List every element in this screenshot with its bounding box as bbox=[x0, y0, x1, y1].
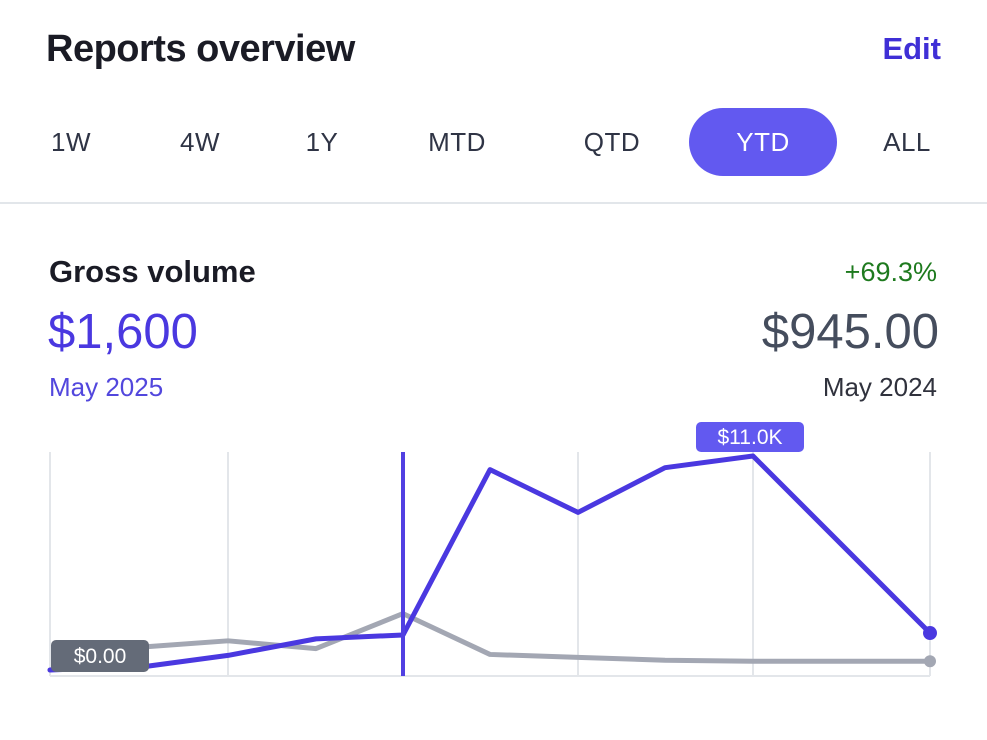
current-period-endpoint bbox=[923, 626, 937, 641]
page-title: Reports overview bbox=[46, 28, 355, 70]
min-value-label: $0.00 bbox=[74, 645, 127, 668]
tab-mtd[interactable]: MTD bbox=[428, 127, 486, 157]
date-range-tabs: 1W 4W 1Y MTD QTD YTD ALL bbox=[0, 108, 987, 176]
min-value-badge bbox=[51, 640, 149, 672]
tab-all[interactable]: ALL bbox=[883, 127, 931, 157]
tab-4w[interactable]: 4W bbox=[180, 127, 220, 157]
current-period: May 2025 bbox=[49, 372, 164, 402]
tab-1w[interactable]: 1W bbox=[51, 127, 91, 157]
current-period-line bbox=[47, 453, 933, 673]
previous-period: May 2024 bbox=[822, 372, 937, 402]
previous-value: $945.00 bbox=[761, 305, 939, 359]
previous-period-line bbox=[47, 611, 933, 673]
current-value: $1,600 bbox=[48, 305, 198, 359]
section-divider bbox=[0, 202, 987, 204]
edit-button[interactable]: Edit bbox=[882, 31, 941, 66]
change-percentage: +69.3% bbox=[844, 257, 937, 287]
tab-1y[interactable]: 1Y bbox=[305, 127, 339, 157]
max-value-label: $11.0K bbox=[718, 426, 783, 449]
tab-ytd[interactable]: YTD bbox=[689, 108, 837, 176]
tab-qtd[interactable]: QTD bbox=[583, 127, 641, 157]
previous-period-endpoint bbox=[924, 655, 936, 668]
max-value-badge bbox=[696, 422, 804, 452]
metric-title: Gross volume bbox=[49, 254, 256, 289]
